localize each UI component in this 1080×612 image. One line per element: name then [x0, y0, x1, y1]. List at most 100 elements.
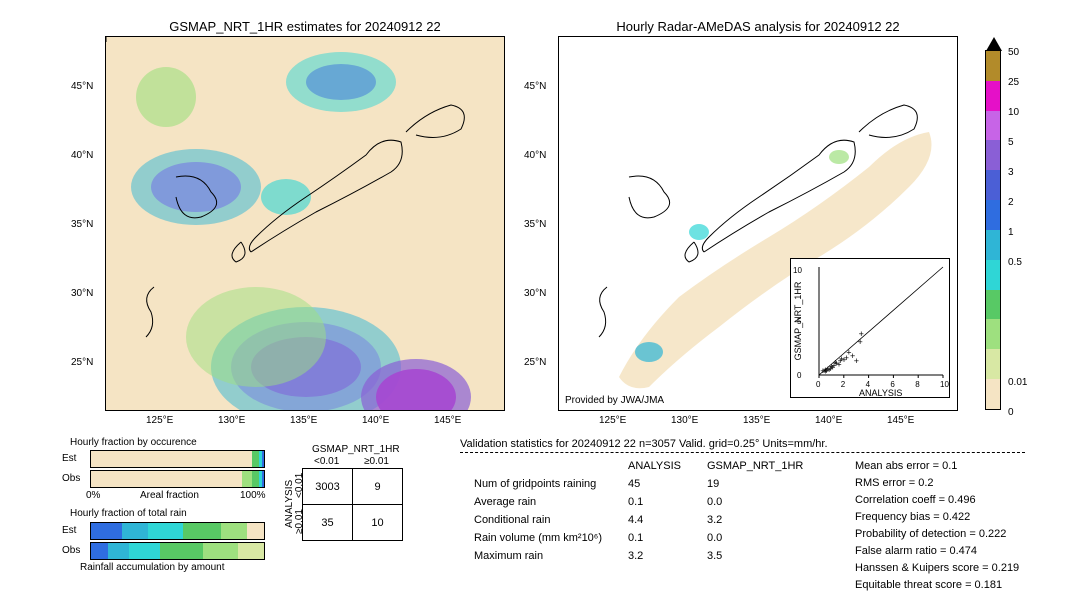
gsmap-map-canvas [106, 37, 504, 410]
colorbar-segment [986, 349, 1000, 379]
validation-col-header: ANALYSIS [616, 458, 693, 474]
validation-table: ANALYSISGSMAP_NRT_1HRNum of gridpoints r… [460, 456, 817, 566]
validation-cell: 4.4 [616, 512, 693, 528]
fraction-segment [221, 523, 247, 539]
fraction-segment [91, 471, 242, 487]
validation-cell: 0.0 [695, 494, 815, 510]
fraction-footer: Rainfall accumulation by amount [80, 562, 225, 573]
scatter-inset: +++++++++++++++++++++++02468100510ANALYS… [790, 258, 950, 398]
map-xtick: 140°E [362, 415, 389, 426]
fraction-segment [183, 523, 221, 539]
fraction-axis-label: Areal fraction [140, 490, 199, 501]
colorbar-segment [986, 170, 1000, 200]
svg-text:+: + [854, 356, 859, 366]
validation-divider [460, 452, 1025, 453]
svg-text:+: + [828, 364, 833, 374]
svg-text:8: 8 [915, 380, 920, 389]
gsmap-map-panel: GSMAP_NRT_1HR estimates for 20240912 22 [105, 36, 505, 411]
validation-cell: 45 [616, 476, 693, 492]
map-xtick: 130°E [218, 415, 245, 426]
svg-text:+: + [846, 348, 851, 358]
contingency-cell: 3003 [303, 469, 353, 505]
map-xtick: 145°E [887, 415, 914, 426]
radar-map-title: Hourly Radar-AMeDAS analysis for 2024091… [559, 19, 957, 34]
fraction-segment [148, 523, 183, 539]
fraction-bar [90, 470, 265, 488]
validation-cell: 19 [695, 476, 815, 492]
fraction-segment [129, 543, 160, 559]
colorbar-tick: 10 [1008, 107, 1019, 118]
fraction-segment [242, 471, 252, 487]
fraction-segment [252, 471, 259, 487]
fraction-segment [160, 543, 203, 559]
colorbar-segment [986, 319, 1000, 349]
fraction-segment [122, 523, 148, 539]
fraction-segment [91, 451, 252, 467]
fraction-bar [90, 522, 265, 540]
map-xtick: 145°E [434, 415, 461, 426]
fraction-row-label: Est [62, 453, 76, 464]
svg-text:+: + [839, 354, 844, 364]
colorbar-tick: 0.5 [1008, 257, 1022, 268]
svg-text:ANALYSIS: ANALYSIS [859, 388, 902, 397]
contingency-cell: 10 [353, 505, 403, 541]
colorbar-tick: 2 [1008, 197, 1014, 208]
map-ytick: 25°N [524, 357, 546, 368]
fraction-axis-100: 100% [240, 490, 266, 501]
fraction-segment [238, 543, 264, 559]
validation-score: False alarm ratio = 0.474 [855, 545, 977, 557]
validation-score: Mean abs error = 0.1 [855, 460, 957, 472]
map-ytick: 30°N [524, 288, 546, 299]
map-ytick: 40°N [524, 150, 546, 161]
map-ytick: 45°N [524, 81, 546, 92]
map-xtick: 140°E [815, 415, 842, 426]
colorbar-segment [986, 379, 1000, 409]
fraction-row-label: Est [62, 525, 76, 536]
map-ytick: 45°N [71, 81, 93, 92]
map-xtick: 135°E [290, 415, 317, 426]
contingency-col-label: <0.01 [314, 456, 339, 467]
fraction-segment [252, 451, 259, 467]
map-ytick: 35°N [71, 219, 93, 230]
fraction-row-label: Obs [62, 473, 80, 484]
colorbar-segment [986, 230, 1000, 260]
scatter-canvas: +++++++++++++++++++++++02468100510ANALYS… [791, 259, 949, 397]
fraction-row-label: Obs [62, 545, 80, 556]
validation-cell: 3.5 [695, 548, 815, 564]
colorbar-segment [986, 290, 1000, 320]
validation-cell: 0.1 [616, 494, 693, 510]
colorbar-segment [986, 111, 1000, 141]
map-credit: Provided by JWA/JMA [565, 395, 664, 406]
fraction-bar [90, 542, 265, 560]
svg-text:+: + [859, 329, 864, 339]
svg-text:10: 10 [793, 266, 802, 275]
svg-text:GSMAP_NRT_1HR: GSMAP_NRT_1HR [793, 281, 803, 360]
validation-cell: Rain volume (mm km²10⁶) [462, 530, 614, 546]
fraction-segment [91, 523, 122, 539]
validation-score: Correlation coeff = 0.496 [855, 494, 976, 506]
fraction-bar [90, 450, 265, 468]
fraction-segment [108, 543, 129, 559]
fraction-occurrence-title: Hourly fraction by occurence [70, 437, 197, 448]
colorbar-tick: 50 [1008, 47, 1019, 58]
fraction-segment [91, 543, 108, 559]
colorbar: 50251053210.50.010 [985, 50, 1001, 410]
map-ytick: 35°N [524, 219, 546, 230]
validation-cell: Num of gridpoints raining [462, 476, 614, 492]
svg-text:10: 10 [940, 380, 949, 389]
colorbar-segment [986, 51, 1000, 81]
fraction-axis-0: 0% [86, 490, 100, 501]
validation-header: Validation statistics for 20240912 22 n=… [460, 438, 828, 450]
svg-text:2: 2 [841, 380, 846, 389]
colorbar-tick: 1 [1008, 227, 1014, 238]
colorbar-segment [986, 140, 1000, 170]
fraction-totalrain-title: Hourly fraction of total rain [70, 508, 187, 519]
validation-score: Probability of detection = 0.222 [855, 528, 1006, 540]
colorbar-over-icon [986, 37, 1002, 51]
svg-text:0: 0 [816, 380, 821, 389]
gsmap-map-title: GSMAP_NRT_1HR estimates for 20240912 22 [106, 19, 504, 34]
contingency-table: 300393510 [302, 468, 403, 541]
validation-cell: 3.2 [616, 548, 693, 564]
fraction-segment [262, 471, 264, 487]
validation-cell: Average rain [462, 494, 614, 510]
